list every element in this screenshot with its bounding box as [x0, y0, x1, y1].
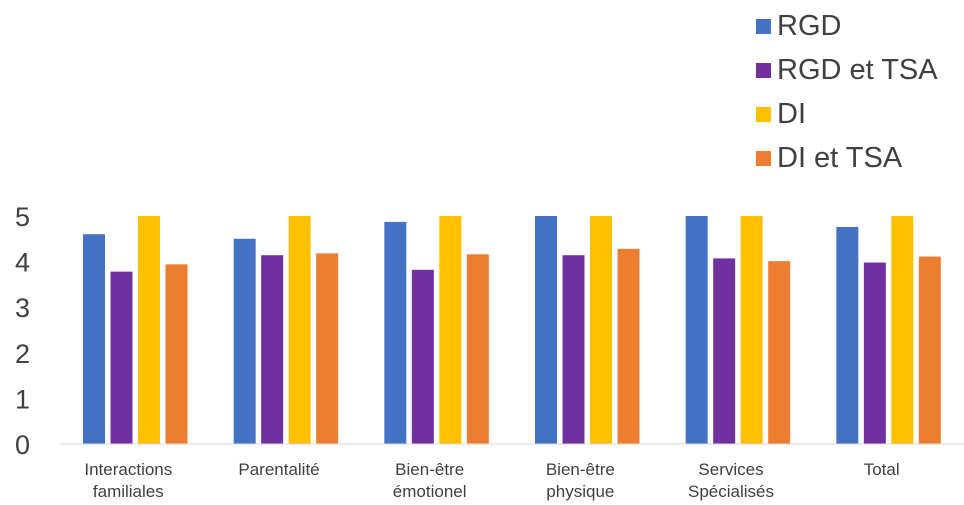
bar-4-2	[316, 253, 339, 444]
y-tick-label: 4	[15, 248, 30, 278]
legend-label: DI et TSA	[777, 142, 903, 174]
bar-3-3	[439, 216, 462, 444]
legend-item: DI et TSA	[756, 136, 938, 180]
legend-item: RGD et TSA	[756, 48, 938, 92]
bar-2-6	[863, 262, 886, 444]
x-tick-line: Total	[864, 460, 900, 479]
bar-1-2	[233, 238, 256, 444]
x-tick-label: Parentalité	[238, 460, 319, 479]
legend-label: RGD et TSA	[777, 54, 938, 86]
bar-2-4	[562, 255, 585, 444]
x-tick-line: Bien-être	[546, 460, 615, 479]
bar-1-5	[685, 216, 708, 444]
bar-1-3	[384, 221, 407, 444]
legend: RGD RGD et TSA DI DI et TSA	[756, 4, 938, 180]
bar-1-6	[836, 226, 859, 444]
x-tick-label: Total	[864, 460, 900, 479]
y-tick-label: 3	[15, 293, 30, 323]
bar-2-1	[110, 271, 133, 444]
bar-2-5	[713, 258, 736, 444]
x-tick-label: Bien-être physique	[546, 460, 615, 501]
bars-group	[83, 216, 941, 444]
x-tick-label: Services Spécialisés	[688, 460, 774, 501]
y-tick-label: 5	[15, 202, 30, 232]
bar-4-3	[466, 254, 489, 444]
x-tick-label: Interactions familiales	[84, 460, 172, 501]
legend-swatch	[756, 106, 771, 122]
x-tick-line: familiales	[93, 482, 164, 501]
legend-label: DI	[777, 98, 806, 130]
bar-3-2	[288, 216, 311, 444]
legend-swatch	[756, 18, 771, 34]
bar-4-6	[918, 256, 941, 444]
bar-1-1	[83, 234, 105, 444]
bar-4-1	[165, 264, 188, 444]
x-tick-line: Spécialisés	[688, 482, 774, 501]
y-tick-label: 1	[15, 384, 30, 414]
bar-1-4	[535, 216, 557, 444]
bar-3-5	[740, 216, 763, 444]
bar-2-2	[261, 255, 284, 444]
x-axis-ticks: Interactions familiales Parentalité Bien-êt…	[84, 460, 899, 501]
y-tick-label: 2	[15, 339, 30, 369]
legend-swatch	[756, 62, 771, 78]
legend-swatch	[756, 150, 771, 166]
bar-2-3	[411, 269, 434, 444]
y-tick-label: 0	[15, 430, 30, 460]
legend-item: DI	[756, 92, 938, 136]
legend-label: RGD	[777, 10, 842, 42]
bar-3-6	[891, 216, 914, 444]
x-tick-line: émotionel	[393, 482, 467, 501]
x-tick-line: physique	[546, 482, 614, 501]
bar-4-4	[617, 248, 640, 444]
x-tick-line: Bien-être	[395, 460, 464, 479]
x-tick-line: Parentalité	[238, 460, 319, 479]
x-tick-line: Services	[698, 460, 763, 479]
y-axis-ticks: 0 1 2 3 4 5	[15, 202, 30, 460]
bar-3-1	[138, 216, 160, 444]
x-tick-label: Bien-être émotionel	[393, 460, 467, 501]
legend-item: RGD	[756, 4, 938, 48]
bar-4-5	[768, 261, 791, 444]
bar-3-4	[590, 216, 612, 444]
x-tick-line: Interactions	[84, 460, 172, 479]
